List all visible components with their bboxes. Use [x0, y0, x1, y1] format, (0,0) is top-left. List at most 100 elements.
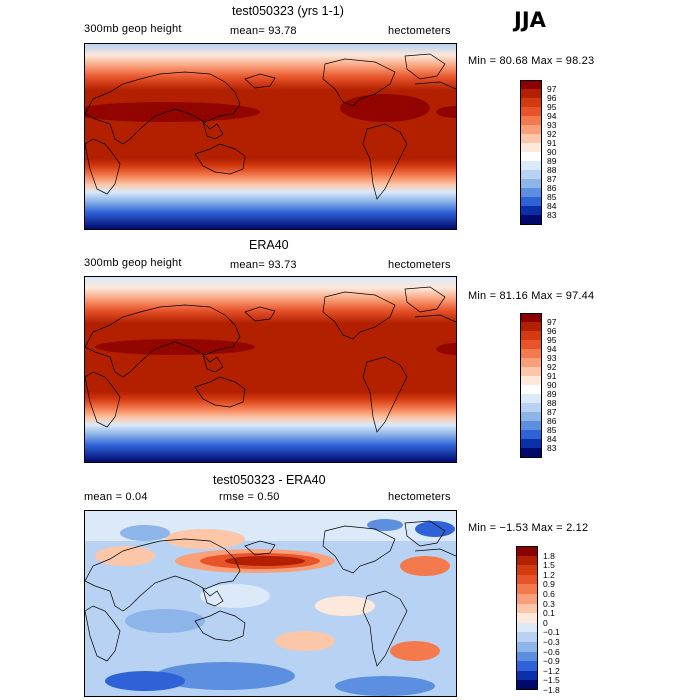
colorbar-label: −0.6 — [543, 646, 560, 657]
colorbar-swatch — [520, 107, 542, 117]
panel-1-title: test050323 (yrs 1-1) — [232, 4, 344, 18]
colorbar-label: 92 — [547, 129, 557, 139]
colorbar-label: 0.3 — [543, 598, 555, 609]
colorbar-swatch — [520, 358, 542, 368]
colorbar-swatch — [520, 322, 542, 332]
colorbar-label: 91 — [547, 138, 557, 148]
panel-1-mean-label: mean= 93.78 — [230, 25, 297, 37]
colorbar-label: 1.2 — [543, 569, 555, 580]
colorbar-swatch — [520, 385, 542, 395]
colorbar-swatch — [520, 448, 542, 458]
colorbar-label: 94 — [547, 344, 557, 354]
colorbar-swatch — [520, 367, 542, 377]
colorbar-swatch — [520, 313, 542, 323]
colorbar-swatch — [516, 632, 538, 643]
colorbar-label: 0.9 — [543, 579, 555, 590]
colorbar-label: 0 — [543, 617, 548, 628]
colorbar-swatch — [520, 179, 542, 189]
panel-3-colorbar: 1.8 1.5 1.2 0.9 0.6 0.3 0.1 0 −0.1 −0.3 −0.6 −0.9 −1… — [516, 546, 576, 695]
colorbar-label: 92 — [547, 362, 557, 372]
colorbar-swatch — [520, 98, 542, 108]
colorbar-swatch — [516, 642, 538, 653]
colorbar-swatch — [516, 594, 538, 605]
panel-2-title: ERA40 — [249, 238, 289, 252]
colorbar-label: 90 — [547, 147, 557, 157]
colorbar-swatch — [520, 188, 542, 198]
colorbar-label: 85 — [547, 425, 557, 435]
colorbar-swatch — [516, 661, 538, 672]
panel-1-units-label: hectometers — [388, 25, 451, 37]
colorbar-label: 1.5 — [543, 560, 555, 571]
colorbar-swatch — [520, 403, 542, 413]
panel-1-map — [84, 43, 457, 230]
panel-2-mean-label: mean= 93.73 — [230, 259, 297, 271]
colorbar-swatch — [520, 340, 542, 350]
colorbar-swatch — [520, 134, 542, 144]
colorbar-label: 97 — [547, 84, 557, 94]
colorbar-label: 96 — [547, 93, 557, 103]
colorbar-label: 83 — [547, 210, 557, 220]
colorbar-label: 87 — [547, 174, 557, 184]
panel-1-colorbar: 97 96 95 94 93 92 91 90 89 88 87 86 85 84 83 — [520, 80, 580, 225]
colorbar-swatch — [516, 574, 538, 585]
colorbar-label: 93 — [547, 353, 557, 363]
colorbar-label: 84 — [547, 434, 557, 444]
panel-3-title: test050323 - ERA40 — [213, 473, 326, 487]
colorbar-label: 95 — [547, 102, 557, 112]
colorbar-label: 88 — [547, 398, 557, 408]
colorbar-label: 93 — [547, 120, 557, 130]
colorbar-swatch — [520, 215, 542, 225]
colorbar-label: 85 — [547, 192, 557, 202]
colorbar-swatch — [516, 555, 538, 566]
colorbar-label: −0.3 — [543, 637, 560, 647]
colorbar-label: 94 — [547, 111, 557, 121]
colorbar-label: 95 — [547, 335, 557, 345]
colorbar-label: −1.5 — [543, 675, 560, 686]
colorbar-swatch — [520, 206, 542, 216]
panel-3-mean-label: mean = 0.04 — [84, 491, 148, 503]
colorbar-label: 91 — [547, 371, 557, 381]
panel-1-variable-label: 300mb geop height — [84, 23, 182, 35]
colorbar-label: −0.9 — [543, 656, 560, 667]
panel-3-rmse-label: rmse = 0.50 — [219, 491, 280, 503]
panel-2-variable-label: 300mb geop height — [84, 257, 182, 269]
colorbar-swatch — [520, 331, 542, 341]
panel-3-minmax: Min = −1.53 Max = 2.12 — [468, 522, 589, 534]
colorbar-swatch — [520, 161, 542, 171]
panel-2-map — [84, 276, 457, 463]
panel-2-units-label: hectometers — [388, 259, 451, 271]
colorbar-label: 0.6 — [543, 589, 555, 599]
colorbar-swatch — [516, 584, 538, 595]
colorbar-label: 90 — [547, 380, 557, 390]
colorbar-swatch — [520, 421, 542, 431]
colorbar-swatch — [516, 651, 538, 662]
colorbar-swatch — [520, 394, 542, 404]
colorbar-label: 88 — [547, 165, 557, 175]
colorbar-label: −1.8 — [543, 685, 560, 695]
colorbar-label: 1.8 — [543, 550, 555, 561]
colorbar-swatch — [516, 680, 538, 691]
colorbar-swatch — [516, 670, 538, 681]
panel-3-map — [84, 510, 457, 697]
colorbar-swatch — [520, 376, 542, 386]
panel-2-colorbar: 97 96 95 94 93 92 91 90 89 88 87 86 85 84 83 — [520, 313, 580, 458]
colorbar-swatch — [520, 439, 542, 449]
colorbar-swatch — [520, 116, 542, 126]
colorbar-label: 96 — [547, 326, 557, 336]
colorbar-label: −0.1 — [543, 627, 560, 638]
colorbar-swatch — [516, 622, 538, 633]
colorbar-label: 86 — [547, 416, 557, 426]
colorbar-label: 97 — [547, 317, 557, 327]
colorbar-swatch — [516, 603, 538, 614]
colorbar-label: 86 — [547, 183, 557, 193]
colorbar-swatch — [520, 143, 542, 153]
colorbar-swatch — [520, 412, 542, 422]
panel-3-units-label: hectometers — [388, 491, 451, 503]
colorbar-swatch — [520, 152, 542, 162]
colorbar-label: 84 — [547, 201, 557, 211]
colorbar-label: −1.2 — [543, 665, 560, 676]
colorbar-swatch — [520, 89, 542, 99]
panel-2-minmax: Min = 81.16 Max = 97.44 — [468, 290, 595, 302]
colorbar-label: 87 — [547, 407, 557, 417]
season-label: JJA — [514, 8, 546, 32]
